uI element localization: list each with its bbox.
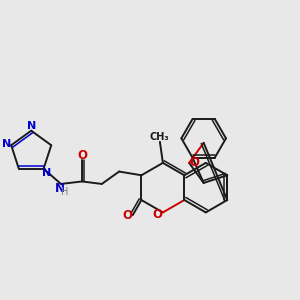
Text: N: N (42, 168, 51, 178)
Text: N: N (27, 121, 36, 131)
Text: N: N (2, 139, 11, 149)
Text: O: O (123, 208, 133, 221)
Text: O: O (77, 149, 87, 162)
Text: O: O (152, 208, 162, 221)
Text: N: N (55, 182, 65, 195)
Text: H: H (61, 187, 69, 197)
Text: CH₃: CH₃ (149, 132, 169, 142)
Text: O: O (189, 156, 199, 170)
